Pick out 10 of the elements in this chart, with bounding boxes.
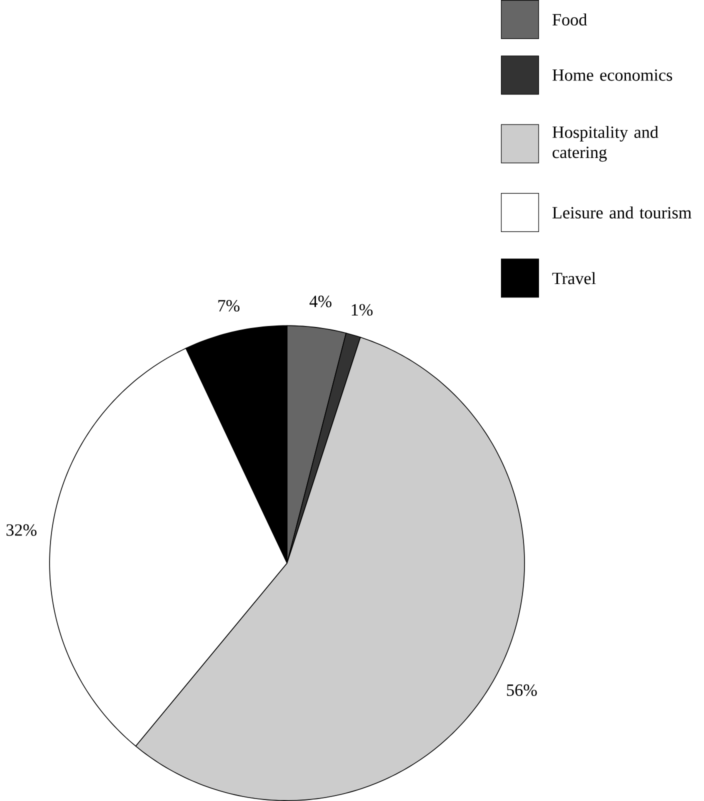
legend-label: Food (552, 13, 588, 26)
data-label: 7% (218, 300, 240, 312)
legend-label: Travel (552, 272, 596, 284)
data-label: 1% (352, 304, 373, 316)
data-label: 32% (6, 524, 37, 536)
data-label: 4% (310, 296, 332, 308)
legend-label: Home economics (552, 69, 672, 81)
data-label: 56% (507, 684, 538, 696)
legend-label: Leisure and tourism (552, 206, 692, 219)
legend-label: Hospitality and catering (552, 126, 658, 162)
